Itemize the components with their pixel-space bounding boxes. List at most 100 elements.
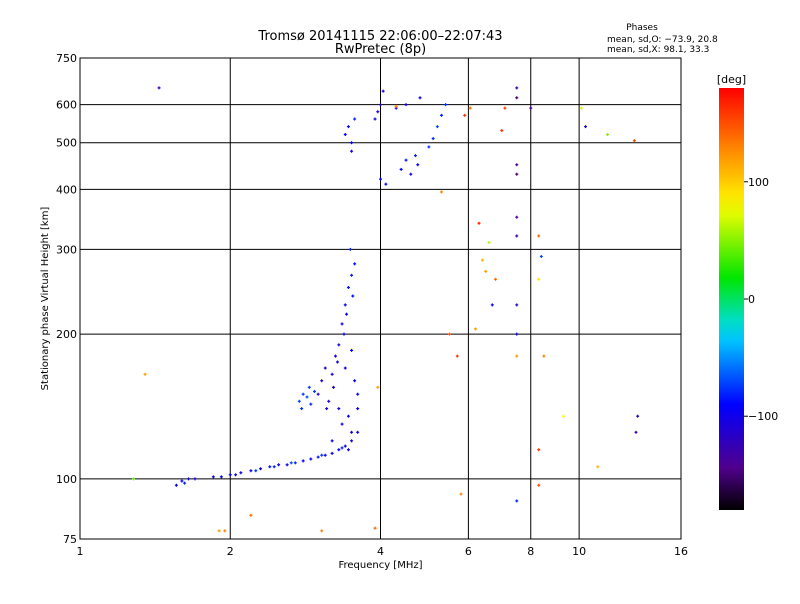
data-point [346, 448, 350, 452]
data-point [219, 475, 223, 479]
data-point [448, 332, 452, 336]
x-tick-label: 8 [527, 545, 534, 558]
data-point [268, 465, 272, 469]
data-point [353, 379, 357, 383]
data-points [132, 86, 640, 533]
x-tick-label: 10 [572, 545, 586, 558]
data-point [320, 453, 324, 457]
data-point [515, 172, 519, 176]
data-point [440, 113, 444, 117]
data-point [345, 312, 349, 316]
data-point [376, 385, 380, 389]
data-point [537, 277, 541, 281]
chart-title: Tromsø 20141115 22:06:00–22:07:43 [257, 29, 502, 44]
data-point [503, 106, 507, 110]
data-point [312, 389, 316, 393]
data-point [515, 303, 519, 307]
colorbar-label: [deg] [717, 73, 746, 86]
data-point [309, 402, 313, 406]
data-point [309, 457, 313, 461]
data-point [297, 399, 301, 403]
data-point [333, 354, 337, 358]
data-point [596, 465, 600, 469]
data-point [431, 137, 435, 141]
data-point [249, 513, 253, 517]
data-point [343, 366, 347, 370]
data-point [537, 483, 541, 487]
data-point [484, 269, 488, 273]
data-point [323, 453, 327, 457]
data-point [409, 172, 413, 176]
data-point [356, 407, 360, 411]
data-point [327, 399, 331, 403]
colorbar-tick-label: 0 [748, 293, 755, 306]
data-point [337, 407, 341, 411]
data-point [634, 430, 638, 434]
data-point [515, 354, 519, 358]
data-point [399, 167, 403, 171]
y-tick-label: 75 [63, 533, 77, 546]
data-point [353, 262, 357, 266]
data-point [335, 360, 339, 364]
data-point [515, 215, 519, 219]
data-point [515, 234, 519, 238]
data-point [343, 133, 347, 137]
data-point [413, 154, 417, 158]
info-line-o: mean, sd,O: −73.9, 20.8 [607, 35, 718, 45]
data-point [249, 469, 253, 473]
data-point [490, 303, 494, 307]
colorbar-tick-label: 100 [748, 176, 769, 189]
x-axis-label: Frequency [MHz] [338, 560, 422, 571]
data-point [285, 463, 289, 467]
data-point [337, 343, 341, 347]
x-tick-label: 16 [674, 545, 688, 558]
data-point [337, 448, 341, 452]
data-point [228, 473, 232, 477]
data-point [346, 125, 350, 129]
y-tick-label: 400 [56, 183, 77, 196]
data-point [343, 444, 347, 448]
data-point [404, 158, 408, 162]
data-point [211, 475, 215, 479]
data-point [537, 234, 541, 238]
data-point [132, 477, 136, 481]
data-point [473, 327, 477, 331]
data-point [440, 190, 444, 194]
data-point [379, 103, 382, 107]
data-point [542, 354, 546, 358]
data-point [350, 273, 354, 277]
data-point [373, 526, 377, 530]
y-tick-label: 300 [56, 243, 77, 256]
data-point [293, 461, 297, 465]
data-point [289, 461, 293, 465]
data-point [340, 422, 344, 426]
x-tick-label: 1 [77, 545, 84, 558]
data-point [394, 104, 398, 108]
y-tick-label: 600 [56, 99, 77, 112]
data-point [183, 481, 187, 485]
data-point [416, 163, 420, 167]
data-point [350, 348, 354, 352]
data-point [239, 471, 243, 475]
y-tick-label: 200 [56, 328, 77, 341]
data-point [193, 477, 197, 481]
info-title: Phases [626, 23, 658, 33]
data-point [330, 439, 334, 443]
data-point [223, 529, 227, 533]
data-point [331, 385, 335, 389]
data-point [316, 392, 320, 396]
data-point [254, 469, 258, 473]
data-point [157, 86, 161, 90]
chart-subtitle: RwPretec (8p) [335, 42, 426, 57]
x-tick-label: 4 [377, 545, 384, 558]
data-point [325, 407, 329, 411]
data-point [477, 221, 481, 225]
x-tick-label: 6 [465, 545, 472, 558]
data-point [515, 86, 519, 90]
data-point [180, 479, 184, 483]
data-point [346, 285, 350, 289]
data-point [515, 332, 519, 336]
data-point [353, 117, 357, 121]
info-line-x: mean, sd,X: 98.1, 33.3 [607, 45, 709, 55]
